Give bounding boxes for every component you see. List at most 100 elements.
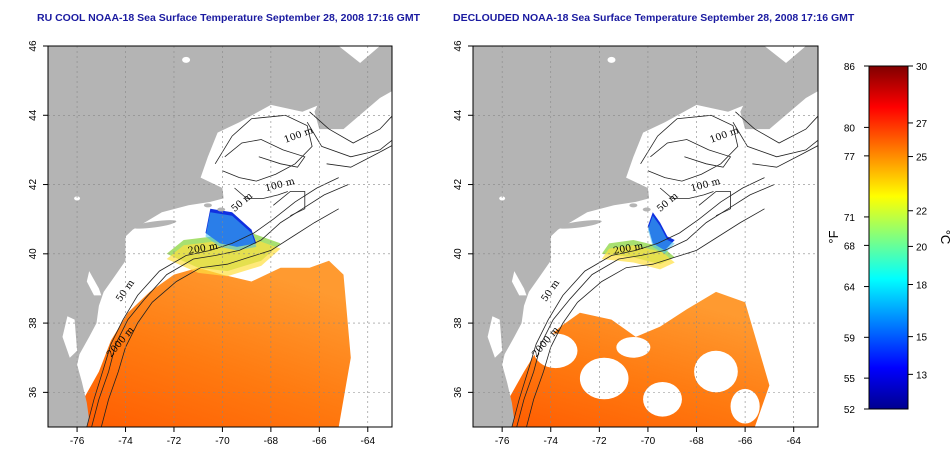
c-tick-label: 13 [916,370,928,381]
y-tick-label: 36 [28,386,39,398]
y-tick-label: 42 [453,179,464,191]
y-tick-label: 44 [453,109,464,121]
bathymetry-contour [698,191,731,217]
c-tick-label: 20 [916,242,928,253]
lake [607,56,616,63]
cloud-gap [694,350,738,393]
c-tick-label: 18 [916,280,928,291]
colorbar-gradient [868,65,909,410]
c-tick-label: 25 [916,153,928,164]
x-tick-label: -68 [264,436,279,447]
x-tick-label: -74 [544,436,559,447]
delaware-bay [511,271,527,296]
f-tick-label: 52 [844,405,856,416]
sst-yellow-band [166,238,281,277]
bathymetry-contour [224,139,306,168]
f-tick-label: 86 [844,62,856,73]
sst-cool-edge [205,212,257,251]
bathymetry-contour [511,177,765,427]
bathymetry-contour [735,87,818,144]
lake [74,196,81,201]
map-frame [47,45,393,428]
chesapeake-bay [487,316,503,358]
f-tick-label: 64 [844,283,856,294]
bathymetry-contour [732,121,818,158]
bathymetry-contour [326,145,392,168]
y-tick-label: 44 [28,109,39,121]
x-tick-label: -74 [118,436,133,447]
cloud-gap [533,333,578,369]
sst-warm-region [48,260,351,427]
island [642,207,651,212]
x-tick-label: -64 [786,436,801,447]
bathymetry-contour [752,145,818,168]
y-tick-label: 40 [28,248,39,260]
y-tick-label: 42 [28,179,39,191]
chesapeake-bay [62,316,78,358]
x-tick-label: -72 [167,436,182,447]
panel-1-title: RU COOL NOAA-18 Sea Surface Temperature … [37,12,421,24]
x-tick-label: -66 [738,436,753,447]
bathymetry-contour [273,191,306,217]
f-tick-label: 80 [844,123,856,134]
contour-label: 200 m [613,241,645,257]
c-tick-label: 15 [916,333,928,344]
bathymetry-contour [214,114,313,182]
island [203,203,212,208]
f-tick-label: 77 [844,152,856,163]
land-mass [48,46,368,427]
cloud-gap [579,357,629,400]
long-island [558,220,602,229]
f-tick-label: 55 [844,374,856,385]
long-island [132,220,177,229]
bathymetry-contour [100,208,339,427]
island [629,203,638,208]
nova-scotia [740,46,818,130]
sst-warm-region [473,291,770,427]
c-tick-label: 22 [916,207,928,218]
cloud-gap [643,381,682,417]
cloud-gap [616,336,651,358]
bathymetry-contour [640,114,739,182]
y-tick-label: 38 [453,317,464,329]
x-tick-label: -72 [592,436,607,447]
bathymetry-contour [86,177,339,427]
lake [182,56,191,63]
x-tick-label: -68 [689,436,704,447]
panel-2-title: DECLOUDED NOAA-18 Sea Surface Temperatur… [453,12,855,24]
x-tick-label: -76 [70,436,85,447]
delaware-bay [86,271,102,296]
y-tick-label: 38 [28,317,39,329]
colorbar: 86 80 77 71 68 64 59 55 52 30 27 25 22 20 18 15 13 °F °C [826,62,950,416]
x-tick-label: -64 [361,436,376,447]
fahrenheit-label: °F [826,230,841,243]
bathymetry-contour [234,187,288,199]
y-tick-label: 46 [28,40,39,52]
celsius-label: °C [938,230,950,245]
island [217,207,226,212]
bathymetry-contour [526,208,765,427]
x-tick-label: -76 [495,436,510,447]
x-tick-label: -70 [641,436,656,447]
map-frame [472,45,819,428]
x-tick-label: -66 [312,436,327,447]
y-tick-label: 40 [453,248,464,260]
bathymetry-contour [309,87,392,144]
f-tick-label: 59 [844,333,856,344]
f-tick-label: 71 [844,213,856,224]
f-tick-label: 68 [844,241,856,252]
bathymetry-contour [306,121,392,158]
bathymetry-contour [659,187,714,199]
c-tick-label: 30 [916,62,928,73]
land-mass [473,46,794,427]
nova-scotia [314,46,392,130]
contour-label: 200 m [187,241,219,257]
y-tick-label: 36 [453,386,464,398]
lake [499,196,506,201]
x-tick-label: -70 [215,436,230,447]
bathymetry-contour [650,139,732,168]
y-tick-label: 46 [453,40,464,52]
